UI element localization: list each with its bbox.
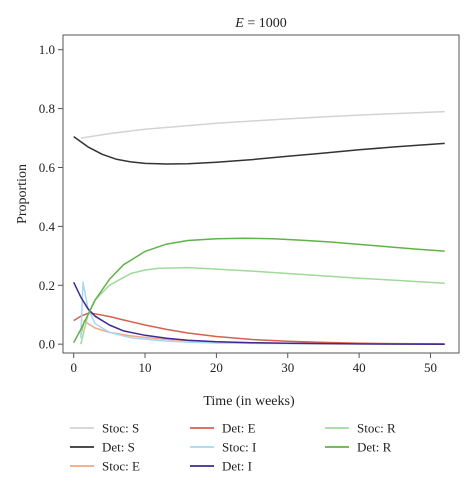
y-tick-label: 1.0 <box>39 42 55 57</box>
series-line-det-s <box>73 135 445 165</box>
y-tick-label: 0.4 <box>39 219 56 234</box>
x-tick-label: 40 <box>353 360 366 375</box>
y-tick-label: 0.0 <box>39 337 55 352</box>
legend: Stoc: S Det: S Stoc: E Det: E Stoc: I Det: I S… <box>70 421 396 474</box>
series-line-det-r <box>73 237 445 344</box>
legend-label: Stoc: S <box>102 421 139 436</box>
y-axis-title: Proportion <box>15 164 30 224</box>
y-tick-label: 0.6 <box>39 160 56 175</box>
series-line-stoc-s <box>80 110 445 139</box>
plot-frame <box>62 34 460 354</box>
legend-label: Det: S <box>102 440 135 455</box>
y-tick-label: 0.8 <box>39 101 55 116</box>
legend-label: Det: R <box>357 440 392 455</box>
x-axis-title: Time (in weeks) <box>203 394 295 409</box>
x-tick-label: 0 <box>70 360 77 375</box>
x-tick-label: 30 <box>281 360 294 375</box>
chart-title: E = 1000 <box>234 16 286 31</box>
legend-label: Det: I <box>222 459 252 474</box>
series-line-stoc-i <box>80 281 445 345</box>
legend-label: Stoc: I <box>222 440 256 455</box>
x-tick-label: 10 <box>139 360 152 375</box>
x-tick-label: 20 <box>210 360 223 375</box>
axis-ticks: 0 10 20 30 40 50 0.0 0.2 0.4 0.6 0.8 1.0 <box>39 42 437 375</box>
x-tick-label: 50 <box>424 360 437 375</box>
legend-label: Stoc: E <box>102 459 140 474</box>
chart-title-value: = 1000 <box>244 16 287 31</box>
series-lines <box>73 110 445 345</box>
legend-label: Stoc: R <box>357 421 396 436</box>
series-line-det-e <box>73 312 445 345</box>
y-tick-label: 0.2 <box>39 278 55 293</box>
legend-label: Det: E <box>222 421 256 436</box>
chart-title-variable: E <box>234 16 244 31</box>
